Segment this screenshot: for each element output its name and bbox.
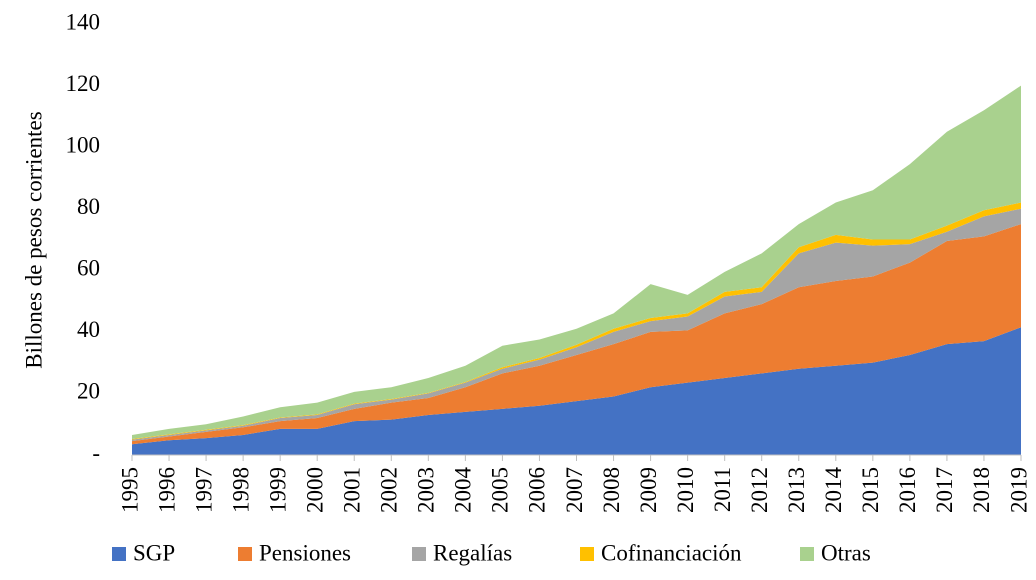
y-tick-label: 60 xyxy=(77,256,100,281)
x-tick-label: 2006 xyxy=(525,467,550,513)
x-tick-label: 2016 xyxy=(895,467,920,513)
y-tick-label: 100 xyxy=(66,132,101,157)
x-tick-label: 2000 xyxy=(302,467,327,513)
legend-label: Pensiones xyxy=(259,540,351,565)
area xyxy=(132,327,1021,455)
x-tick-label: 2009 xyxy=(636,467,661,513)
legend-swatch xyxy=(580,547,594,561)
x-tick-label: 2018 xyxy=(969,467,994,513)
x-tick-label: 2013 xyxy=(784,467,809,513)
x-tick-label: 1995 xyxy=(117,467,142,513)
x-tick-label: 1998 xyxy=(228,467,253,513)
x-tick-label: 2002 xyxy=(377,467,402,513)
x-tick-label: 2003 xyxy=(414,467,439,513)
legend-swatch xyxy=(238,547,252,561)
legend-swatch xyxy=(800,547,814,561)
legend-swatch xyxy=(112,547,126,561)
x-tick-label: 2007 xyxy=(562,467,587,513)
y-tick-label: 40 xyxy=(77,317,100,342)
legend-label: Regalías xyxy=(433,540,512,565)
x-tick-label: 1996 xyxy=(154,467,179,513)
x-tick-label: 2004 xyxy=(451,467,476,514)
x-tick-label: 2001 xyxy=(340,467,365,513)
x-tick-label: 1997 xyxy=(191,467,216,513)
y-axis-label: Billones de pesos corrientes xyxy=(21,111,46,368)
x-tick-label: 2011 xyxy=(710,467,735,512)
area xyxy=(132,208,1021,442)
x-tick-label: 2019 xyxy=(1006,467,1031,513)
x-tick-label: 1999 xyxy=(265,467,290,513)
x-tick-label: 2008 xyxy=(599,467,624,513)
x-tick-label: 2015 xyxy=(858,467,883,513)
x-tick-label: 2010 xyxy=(673,467,698,513)
y-tick-label: 120 xyxy=(66,71,101,96)
legend-label: SGP xyxy=(133,540,175,565)
x-tick-label: 2012 xyxy=(747,467,772,513)
legend-label: Cofinanciación xyxy=(601,540,742,565)
legend-swatch xyxy=(412,547,426,561)
y-tick-label: - xyxy=(92,440,100,465)
x-tick-label: 2005 xyxy=(488,467,513,513)
area xyxy=(132,224,1021,445)
x-tick-label: 2017 xyxy=(932,467,957,513)
x-tick-label: 2014 xyxy=(821,467,846,514)
legend-label: Otras xyxy=(821,540,871,565)
y-tick-label: 80 xyxy=(77,194,100,219)
y-tick-label: 20 xyxy=(77,379,100,404)
y-tick-label: 140 xyxy=(66,9,101,34)
